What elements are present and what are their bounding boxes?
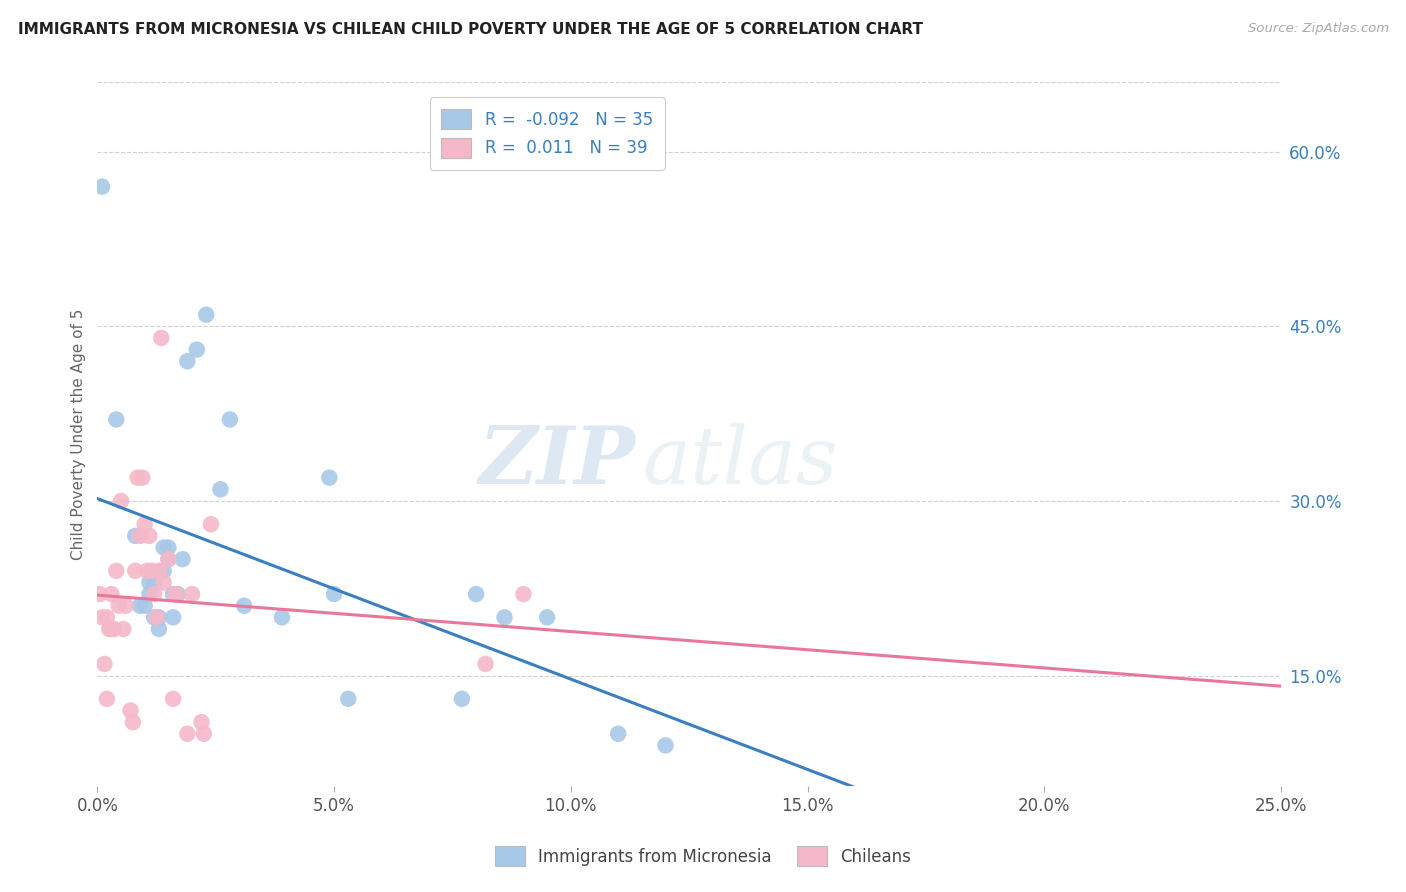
Point xyxy=(145,610,167,624)
Text: atlas: atlas xyxy=(641,424,837,501)
Point xyxy=(209,483,232,497)
Y-axis label: Child Poverty Under the Age of 5: Child Poverty Under the Age of 5 xyxy=(72,309,86,559)
Point xyxy=(107,599,129,613)
Point xyxy=(148,564,170,578)
Point xyxy=(124,564,146,578)
Point xyxy=(112,622,135,636)
Point xyxy=(451,691,474,706)
Point xyxy=(465,587,488,601)
Point xyxy=(129,599,152,613)
Point xyxy=(89,587,111,601)
Point xyxy=(162,691,184,706)
Point xyxy=(124,529,146,543)
Point xyxy=(143,587,166,601)
Point xyxy=(512,587,534,601)
Point xyxy=(152,575,174,590)
Point xyxy=(271,610,294,624)
Point xyxy=(186,343,208,357)
Legend: Immigrants from Micronesia, Chileans: Immigrants from Micronesia, Chileans xyxy=(488,839,918,873)
Point xyxy=(337,691,360,706)
Point xyxy=(166,587,188,601)
Point xyxy=(93,657,115,671)
Point xyxy=(148,622,170,636)
Point xyxy=(219,412,242,426)
Point xyxy=(172,552,194,566)
Point xyxy=(96,691,118,706)
Point xyxy=(157,552,180,566)
Point xyxy=(162,610,184,624)
Point xyxy=(120,704,142,718)
Text: IMMIGRANTS FROM MICRONESIA VS CHILEAN CHILD POVERTY UNDER THE AGE OF 5 CORRELATI: IMMIGRANTS FROM MICRONESIA VS CHILEAN CH… xyxy=(18,22,924,37)
Point xyxy=(143,575,166,590)
Point xyxy=(233,599,256,613)
Point xyxy=(181,587,204,601)
Point xyxy=(157,541,180,555)
Point xyxy=(134,517,156,532)
Point xyxy=(165,587,187,601)
Point xyxy=(136,564,159,578)
Point xyxy=(138,587,160,601)
Point xyxy=(143,610,166,624)
Point xyxy=(148,610,170,624)
Point xyxy=(474,657,496,671)
Point xyxy=(607,727,630,741)
Point xyxy=(536,610,558,624)
Legend: R =  -0.092   N = 35, R =  0.011   N = 39: R = -0.092 N = 35, R = 0.011 N = 39 xyxy=(430,97,665,169)
Point xyxy=(103,622,125,636)
Point xyxy=(96,610,118,624)
Point xyxy=(176,354,198,368)
Point xyxy=(105,564,128,578)
Point xyxy=(98,622,121,636)
Point xyxy=(323,587,346,601)
Point xyxy=(129,529,152,543)
Text: ZIP: ZIP xyxy=(479,424,636,501)
Text: Source: ZipAtlas.com: Source: ZipAtlas.com xyxy=(1249,22,1389,36)
Point xyxy=(152,564,174,578)
Point xyxy=(134,599,156,613)
Point xyxy=(91,179,114,194)
Point xyxy=(141,564,163,578)
Point xyxy=(100,587,122,601)
Point xyxy=(105,412,128,426)
Point xyxy=(318,471,340,485)
Point xyxy=(114,599,136,613)
Point xyxy=(138,529,160,543)
Point xyxy=(157,552,180,566)
Point xyxy=(100,622,122,636)
Point xyxy=(152,541,174,555)
Point xyxy=(131,471,153,485)
Point xyxy=(193,727,215,741)
Point xyxy=(138,575,160,590)
Point xyxy=(121,715,143,730)
Point xyxy=(195,308,218,322)
Point xyxy=(200,517,222,532)
Point xyxy=(190,715,212,730)
Point xyxy=(127,471,149,485)
Point xyxy=(654,739,676,753)
Point xyxy=(176,727,198,741)
Point xyxy=(91,610,114,624)
Point xyxy=(110,494,132,508)
Point xyxy=(150,331,173,345)
Point xyxy=(494,610,516,624)
Point xyxy=(162,587,184,601)
